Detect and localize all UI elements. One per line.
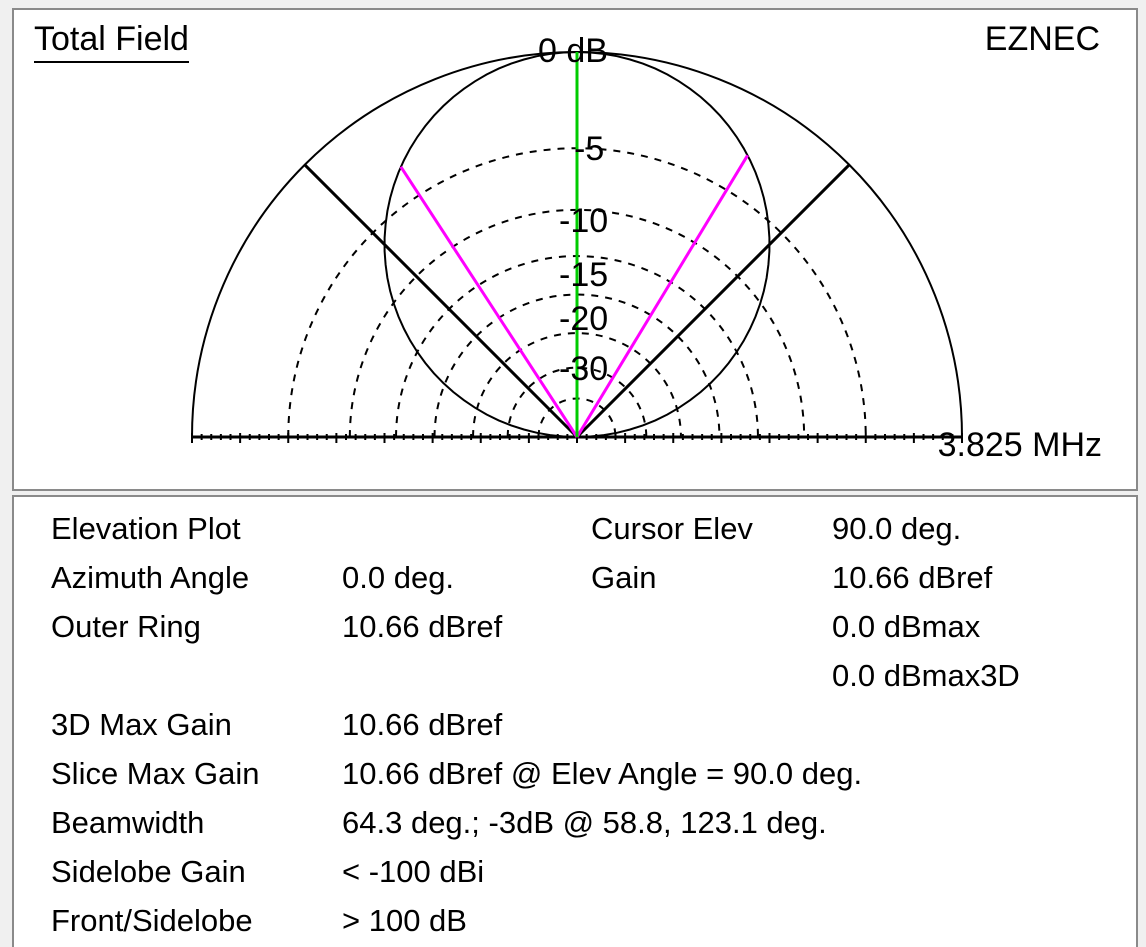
grid-ring — [506, 366, 648, 438]
info-value: < -100 dBi — [342, 854, 485, 889]
angle-line — [303, 163, 579, 439]
ring-label-5: -5 — [574, 130, 605, 168]
info-value: 10.66 dBref — [342, 707, 503, 742]
info-label: 3D Max Gain — [51, 707, 232, 742]
info-label: Azimuth Angle — [51, 560, 250, 595]
grid-ring — [472, 332, 682, 438]
info-label: Outer Ring — [51, 609, 201, 644]
elevation-plot-panel[interactable]: Total Field EZNEC 0 dB -5 -10 -15 -20 -3… — [12, 8, 1138, 491]
cursor-value: 0.0 dBmax — [832, 609, 981, 644]
ring-label-20: -20 — [559, 300, 609, 338]
info-label: Slice Max Gain — [51, 756, 260, 791]
info-label: Sidelobe Gain — [51, 854, 246, 889]
ring-label-10: -10 — [559, 202, 609, 240]
info-value: 64.3 deg.; -3dB @ 58.8, 123.1 deg. — [342, 805, 827, 840]
polar-plot — [191, 50, 963, 443]
info-value: > 100 dB — [342, 903, 467, 938]
info-label: Beamwidth — [51, 805, 205, 840]
outer-ring-label: 0 dB — [538, 32, 608, 70]
cursor-label: Cursor Elev — [591, 511, 753, 546]
plot-info-panel: Elevation Plot Azimuth Angle Outer Ring … — [12, 495, 1138, 947]
ring-label-30: -30 — [559, 350, 609, 388]
cursor-value: 90.0 deg. — [832, 511, 962, 546]
beamwidth-line — [399, 165, 579, 438]
frequency-label: 3.825 MHz — [937, 426, 1102, 464]
cursor-value: 10.66 dBref — [832, 560, 993, 595]
brand-label: EZNEC — [984, 20, 1100, 58]
info-value: 0.0 deg. — [342, 560, 455, 595]
info-value: 10.66 dBref @ Elev Angle = 90.0 deg. — [342, 756, 863, 791]
beamwidth-line — [575, 154, 749, 438]
ring-label-15: -15 — [559, 256, 609, 294]
cursor-value: 0.0 dBmax3D — [832, 658, 1020, 693]
plot-title: Total Field — [34, 20, 189, 63]
info-value: 10.66 dBref — [342, 609, 503, 644]
info-label: Elevation Plot — [51, 511, 241, 546]
info-label: Front/Sidelobe — [51, 903, 253, 938]
cursor-label: Gain — [591, 560, 657, 595]
grid-ring — [433, 293, 721, 438]
angle-line — [575, 163, 851, 439]
